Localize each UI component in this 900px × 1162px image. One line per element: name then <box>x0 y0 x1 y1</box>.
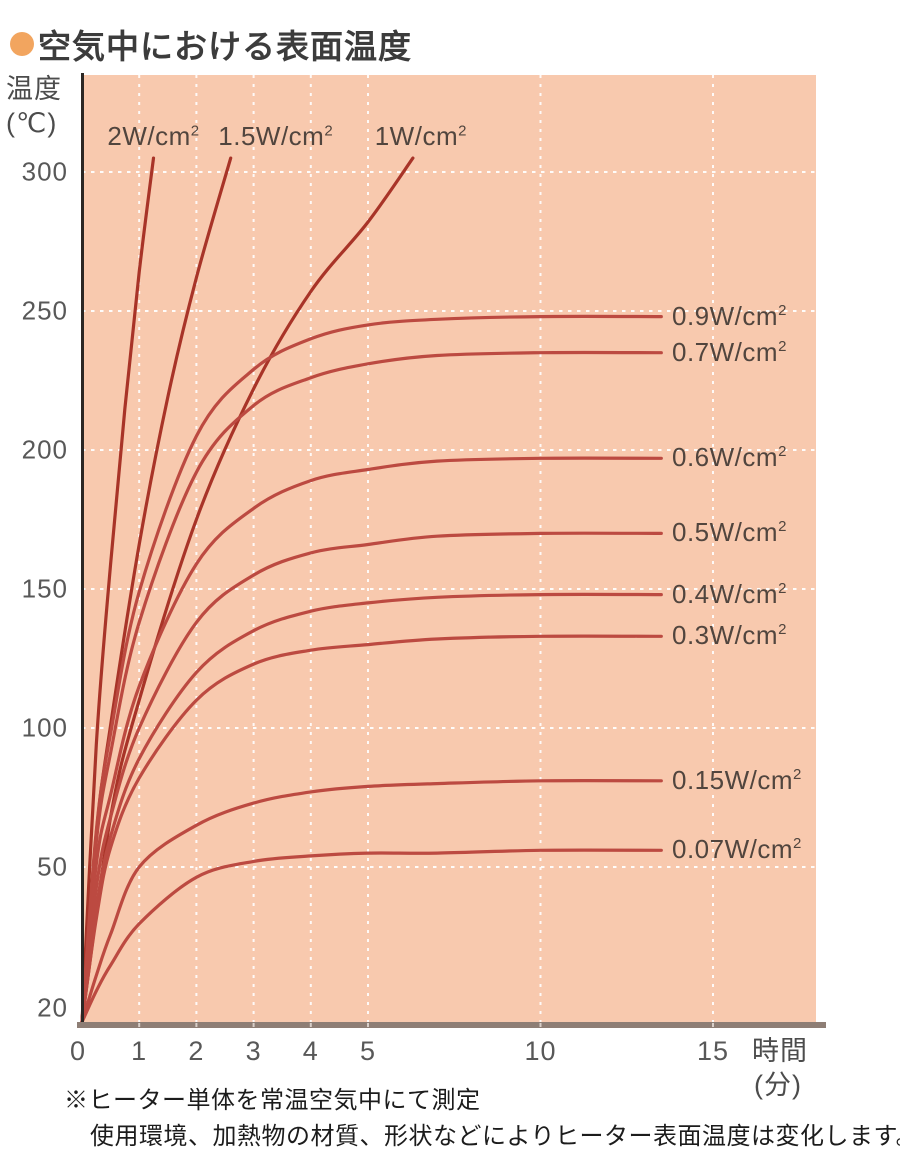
x-tick-label-10: 10 <box>524 1036 557 1066</box>
curve-label-0.7w-cm-: 0.7W/cm2 <box>672 336 787 367</box>
y-tick-label-20: 20 <box>37 992 68 1023</box>
y-axis-title-line1: 温度 <box>6 74 62 104</box>
curve-label-0.6w-cm-: 0.6W/cm2 <box>672 442 787 473</box>
x-tick-label-2: 2 <box>188 1036 205 1066</box>
temperature-curve-5 <box>80 350 663 1024</box>
curve-label-0.9w-cm-: 0.9W/cm2 <box>672 300 787 331</box>
bullet-icon <box>10 32 34 56</box>
curve-label-1w-cm-: 1W/cm2 <box>374 121 467 152</box>
curve-label-2w-cm-: 2W/cm2 <box>107 121 200 152</box>
footnote-line-2: 使用環境、加熱物の材質、形状などによりヒーター表面温度は変化します。 <box>90 1123 900 1150</box>
x-axis-title-line2: (分) <box>754 1070 802 1100</box>
plot-background <box>82 75 816 1022</box>
y-tick-label-150: 150 <box>21 573 68 604</box>
y-axis-title: 温度 (℃) <box>6 72 62 140</box>
y-tick-label-200: 200 <box>21 434 68 465</box>
page-title-text: 空気中における表面温度 <box>38 28 412 65</box>
y-axis-title-line2: (℃) <box>6 108 58 138</box>
temperature-curve-6 <box>80 456 663 1024</box>
curve-label-0.3w-cm-: 0.3W/cm2 <box>672 620 787 651</box>
y-tick-label-50: 50 <box>37 851 68 882</box>
y-tick-label-300: 300 <box>21 156 68 187</box>
page-title: 空気中における表面温度 <box>10 20 412 68</box>
x-tick-label-15: 15 <box>696 1036 730 1066</box>
temperature-curve-8 <box>80 592 663 1024</box>
x-axis-title: 時間 (分) <box>752 1034 808 1102</box>
y-tick-label-250: 250 <box>21 295 68 326</box>
temperature-curve-4 <box>80 314 663 1024</box>
x-tick-label-0: 0 <box>69 1036 87 1066</box>
curve-label-0.5w-cm-: 0.5W/cm2 <box>672 517 787 548</box>
curve-label-0.4w-cm-: 0.4W/cm2 <box>672 578 787 609</box>
x-tick-label-5: 5 <box>359 1036 377 1066</box>
temperature-curve-9 <box>80 634 663 1024</box>
x-tick-label-1: 1 <box>131 1036 148 1066</box>
temperature-curve-7 <box>80 531 663 1024</box>
x-tick-label-3: 3 <box>245 1036 262 1066</box>
curve-label-0.15w-cm-: 0.15W/cm2 <box>672 764 802 795</box>
x-tick-label-4: 4 <box>302 1036 319 1066</box>
y-tick-label-100: 100 <box>21 712 68 743</box>
x-axis-title-line1: 時間 <box>752 1036 808 1066</box>
temperature-curve-1 <box>80 156 156 1024</box>
footnote-line-1: ※ヒーター単体を常温空気中にて測定 <box>64 1087 481 1114</box>
temperature-curve-10 <box>80 779 663 1024</box>
curve-label-1.5w-cm-: 1.5W/cm2 <box>218 121 334 152</box>
temperature-curve-11 <box>80 848 663 1024</box>
curve-label-0.07w-cm-: 0.07W/cm2 <box>672 834 802 865</box>
x-axis-line <box>77 1022 826 1028</box>
